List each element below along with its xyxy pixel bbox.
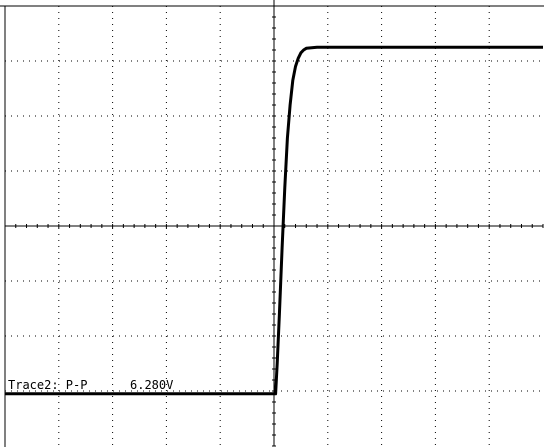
traces [5,45,543,396]
trace-measurement-label: Trace2: P-P [8,378,87,392]
vertical-grid [58,6,490,446]
plot-frame [0,5,544,447]
trace-1-line [5,45,543,396]
trace-measurement-value: 6.280V [130,378,173,392]
